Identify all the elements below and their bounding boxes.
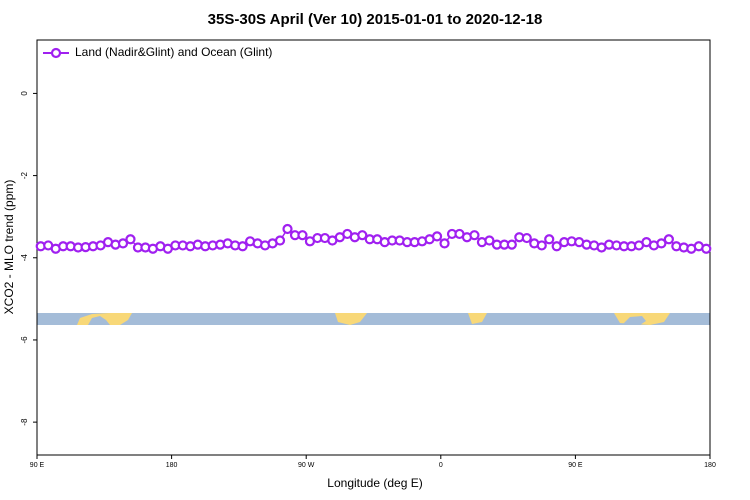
y-tick-label: -4	[20, 254, 29, 262]
y-axis-label: XCO2 - MLO trend (ppm)	[2, 180, 16, 315]
data-point	[484, 235, 495, 246]
x-axis-label: Longitude (deg E)	[327, 476, 422, 490]
data-point	[701, 243, 712, 254]
data-point	[297, 230, 308, 241]
data-point	[117, 238, 129, 249]
x-tick-label: 90 W	[298, 462, 315, 469]
x-tick-label: 180	[704, 462, 716, 469]
data-point	[237, 241, 248, 252]
data-point	[357, 230, 368, 241]
data-point	[536, 240, 547, 251]
data-point	[439, 238, 450, 249]
y-tick-label: 0	[20, 91, 29, 96]
data-point	[125, 234, 136, 245]
x-tick-label: 90 E	[30, 462, 45, 469]
x-tick-label: 0	[439, 462, 443, 469]
x-tick-label: 180	[166, 462, 178, 469]
y-tick-label: -6	[20, 336, 29, 344]
y-tick-label: -8	[20, 418, 29, 426]
data-point	[506, 239, 517, 250]
y-tick-label: -2	[20, 171, 29, 179]
data-point	[274, 235, 286, 246]
chart-title: 35S-30S April (Ver 10) 2015-01-01 to 202…	[208, 11, 543, 28]
data-point	[656, 238, 667, 249]
land-ocean-strip	[37, 313, 710, 325]
data-point	[431, 231, 443, 242]
x-tick-label: 90 E	[568, 462, 583, 469]
data-point	[551, 241, 562, 252]
data-point	[544, 234, 555, 245]
data-point	[469, 230, 480, 241]
legend-marker	[50, 47, 62, 59]
data-point	[521, 232, 532, 244]
data-point	[282, 223, 293, 235]
legend-label: Land (Nadir&Glint) and Ocean (Glint)	[75, 45, 272, 59]
data-point	[663, 234, 674, 245]
